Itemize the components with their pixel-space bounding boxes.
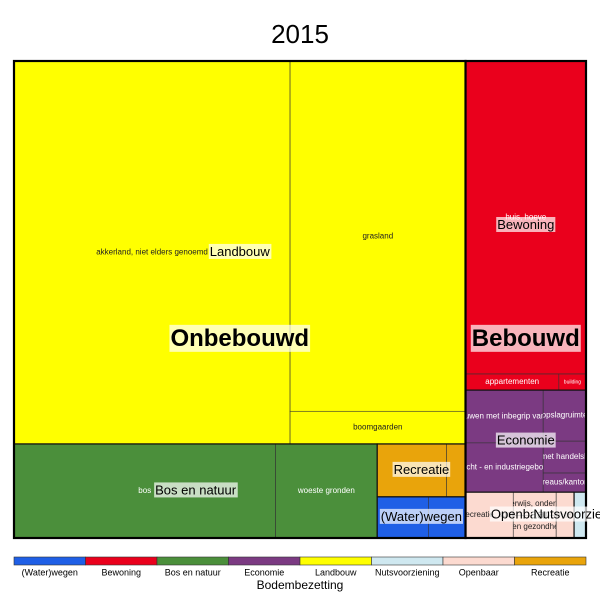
legend-title: Bodembezetting xyxy=(257,578,344,592)
cell-label: bureaus/kantoren xyxy=(533,478,595,487)
cell-label: boomgaarden xyxy=(353,423,402,432)
cell-label: ambacht - en industriegebouwen xyxy=(446,463,562,472)
legend-swatch xyxy=(514,556,587,566)
cell-label: recreatie, sport xyxy=(463,510,517,519)
legend-swatch xyxy=(13,556,86,566)
subgroup-label: Bos en natuur xyxy=(155,482,237,497)
legend-swatch xyxy=(156,556,229,566)
cell-label: onderwijs, onderzoek xyxy=(497,499,574,508)
legend-label: Bos en natuur xyxy=(165,567,221,577)
subgroup-label-bg xyxy=(379,508,463,524)
cell-label: grasland xyxy=(362,231,393,240)
legend-swatch xyxy=(442,556,515,566)
cell-label: sociale en gezondheidszorg xyxy=(485,522,584,531)
subgroup-label-bg xyxy=(154,482,238,498)
legend-label: Economie xyxy=(244,567,284,577)
group-label-bg xyxy=(470,324,581,352)
legend-swatch xyxy=(228,556,301,566)
legend-swatch xyxy=(85,556,158,566)
subgroup-label-bg xyxy=(392,461,451,477)
subgroup-label: Landbouw xyxy=(210,244,271,259)
subgroup-label-bg xyxy=(496,216,556,232)
cell-label: woeste gronden xyxy=(297,486,355,495)
group-label: Bebouwd xyxy=(472,325,580,352)
legend-label: Recreatie xyxy=(531,567,570,577)
subgroup-label-bg xyxy=(495,432,556,448)
chart-title: 2015 xyxy=(271,19,329,49)
cell-label: akkerland, niet elders genoemd xyxy=(96,248,208,257)
cell-label: opslagruimte xyxy=(542,411,588,420)
legend-label: Openbaar xyxy=(459,567,499,577)
subgroup-label-bg xyxy=(532,506,600,522)
subgroup-label: Bewoning xyxy=(497,217,554,232)
group-label-bg xyxy=(169,324,311,352)
cell-label: appartementen xyxy=(485,377,539,386)
subgroup-label: Nutsvoorziening xyxy=(533,507,600,522)
group-label: Onbebouwd xyxy=(170,325,309,352)
treemap-cell xyxy=(289,60,466,412)
cell-label: building xyxy=(564,379,581,385)
legend-label: (Water)wegen xyxy=(22,567,78,577)
legend-swatch xyxy=(371,556,444,566)
group-border xyxy=(464,59,588,540)
treemap-cell xyxy=(465,442,544,493)
treemap-cell xyxy=(289,410,466,445)
legend-label: Landbouw xyxy=(315,567,357,577)
subgroup-label-bg xyxy=(208,243,272,259)
cell-label: bijgebouwen met inbegrip van serres xyxy=(439,412,570,421)
cell-label: bos xyxy=(138,486,151,495)
legend-label: Nutsvoorziening xyxy=(375,567,440,577)
subgroup-label: Economie xyxy=(497,433,555,448)
cell-label: gebouwen met handelsbestemming xyxy=(501,452,600,461)
subgroup-label: (Water)wegen xyxy=(381,509,462,524)
legend-label: Bewoning xyxy=(101,567,141,577)
subgroup-label: Recreatie xyxy=(394,462,450,477)
legend-swatch xyxy=(299,556,372,566)
